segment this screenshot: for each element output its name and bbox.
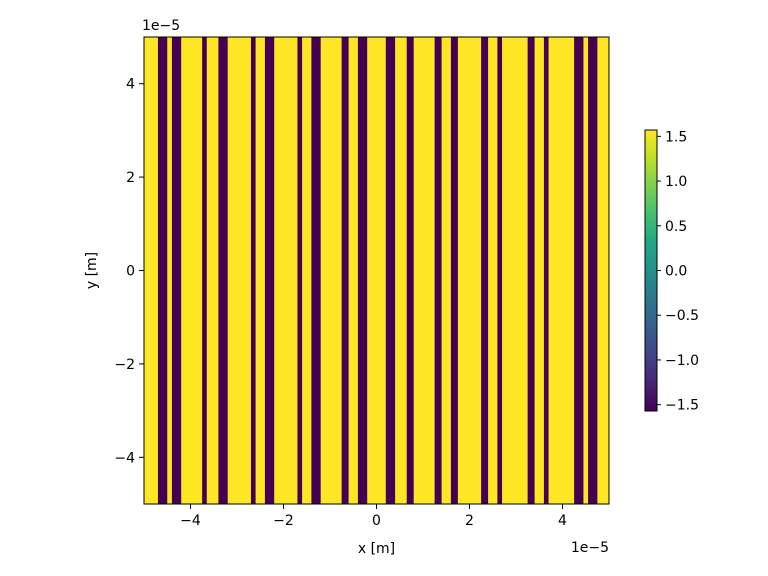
band-9 — [357, 37, 368, 504]
x-axis-label: x [m] — [358, 541, 395, 557]
x-tick-label: 0 — [372, 513, 381, 529]
x-axis-offset-text: 1e−5 — [571, 540, 609, 556]
band-11 — [406, 37, 414, 504]
y-tick-label: 4 — [126, 77, 135, 93]
colorbar-gradient — [644, 129, 658, 412]
colorbar-ticks: 1.5 1.0 0.5 0.0 −0.5 −1.0 −1.5 — [657, 129, 699, 414]
y-tick-label: −2 — [114, 357, 135, 373]
band-7 — [311, 37, 321, 504]
band-17 — [543, 37, 549, 504]
band-4 — [250, 37, 256, 504]
colorbar-tick-label: 0.5 — [665, 219, 687, 235]
colorbar-tick-label: 0.0 — [665, 264, 687, 280]
y-axis: −4 −2 0 2 4 — [114, 77, 144, 466]
colorbar-tick-label: −1.0 — [665, 353, 699, 369]
y-tick-label: 2 — [126, 170, 135, 186]
plot-background — [144, 37, 609, 504]
band-19 — [588, 37, 598, 504]
x-tick-label: −2 — [273, 513, 294, 529]
band-3 — [218, 37, 228, 504]
band-8 — [341, 37, 349, 504]
x-tick-label: −4 — [180, 513, 201, 529]
y-tick-label: 0 — [126, 264, 135, 280]
band-1 — [171, 37, 182, 504]
band-10 — [385, 37, 396, 504]
colorbar-tick-label: −0.5 — [665, 308, 699, 324]
data-bands — [157, 37, 598, 504]
plot-area — [143, 36, 610, 505]
band-13 — [450, 37, 458, 504]
colorbar: 1.5 1.0 0.5 0.0 −0.5 −1.0 −1.5 — [644, 129, 699, 414]
band-16 — [527, 37, 535, 504]
x-axis: −4 −2 0 2 4 — [180, 504, 567, 529]
y-axis-label: y [m] — [84, 252, 100, 289]
x-tick-label: 4 — [558, 513, 567, 529]
band-5 — [264, 37, 275, 504]
colorbar-tick-label: 1.0 — [665, 174, 687, 190]
band-15 — [497, 37, 503, 504]
band-0 — [157, 37, 168, 504]
colorbar-tick-label: −1.5 — [665, 398, 699, 414]
band-2 — [202, 37, 207, 504]
y-tick-label: −4 — [114, 450, 135, 466]
x-tick-label: 2 — [465, 513, 474, 529]
band-6 — [297, 37, 303, 504]
band-12 — [434, 37, 442, 504]
colorbar-tick-label: 1.5 — [665, 129, 687, 145]
y-axis-offset-text: 1e−5 — [142, 18, 180, 34]
band-18 — [574, 37, 584, 504]
band-14 — [481, 37, 489, 504]
